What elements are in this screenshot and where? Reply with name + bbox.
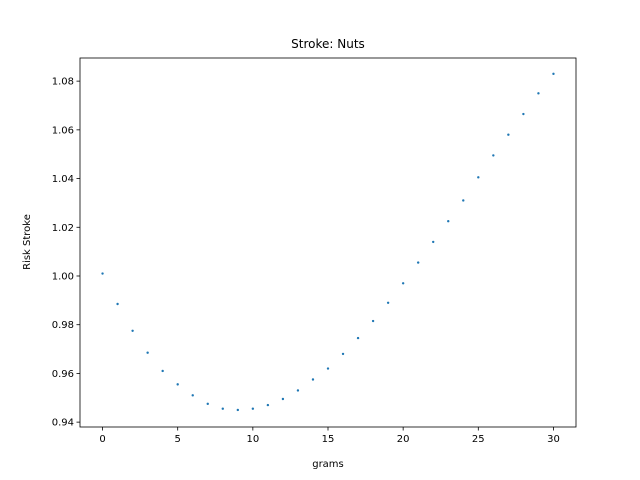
y-tick-label: 1.06 [52,125,74,136]
data-point [371,319,375,323]
y-tick-label: 1.02 [52,223,74,234]
data-point [131,329,134,332]
y-tick-label: 1.04 [52,174,74,185]
data-point [266,403,270,407]
x-tick-label: 5 [175,434,181,445]
data-point [311,378,315,381]
data-point [401,282,405,285]
y-axis-label: Risk Stroke [22,214,33,270]
y-tick-label: 0.94 [52,418,74,429]
data-point [326,367,330,370]
data-point [386,301,390,304]
data-point [161,369,164,373]
data-point [447,219,450,223]
data-point [552,72,555,76]
y-tick-label: 1.08 [52,77,74,88]
data-point [537,92,540,95]
y-axis: 0.94 0.96 0.98 1.00 1.02 1.04 1.06 1.08 [52,77,80,429]
data-points [101,72,555,412]
data-point [492,154,495,157]
data-point [176,383,179,386]
data-point [296,389,300,392]
x-tick-label: 20 [397,434,410,445]
y-tick-label: 0.96 [52,369,74,380]
x-axis-label: grams [312,459,344,470]
data-point [432,240,435,244]
data-point [522,112,525,116]
data-point [416,261,420,264]
y-tick-label: 1.00 [52,271,74,282]
data-point [221,407,224,410]
data-point [206,402,209,406]
data-point [507,133,510,136]
x-tick-label: 10 [246,434,259,445]
data-point [341,352,345,356]
x-tick-label: 15 [322,434,335,445]
data-point [281,397,285,401]
data-point [101,272,104,275]
x-axis: 0 5 10 15 20 25 30 [99,427,560,445]
data-point [236,408,240,412]
data-point [146,351,149,354]
x-tick-label: 0 [99,434,105,445]
x-tick-label: 25 [472,434,485,445]
data-point [116,302,119,306]
y-tick-label: 0.98 [52,320,74,331]
x-tick-label: 30 [547,434,560,445]
data-point [356,336,360,340]
data-point [462,199,465,202]
data-point [477,176,480,179]
data-point [251,407,255,410]
data-point [191,394,194,397]
chart-title: Stroke: Nuts [291,37,365,51]
